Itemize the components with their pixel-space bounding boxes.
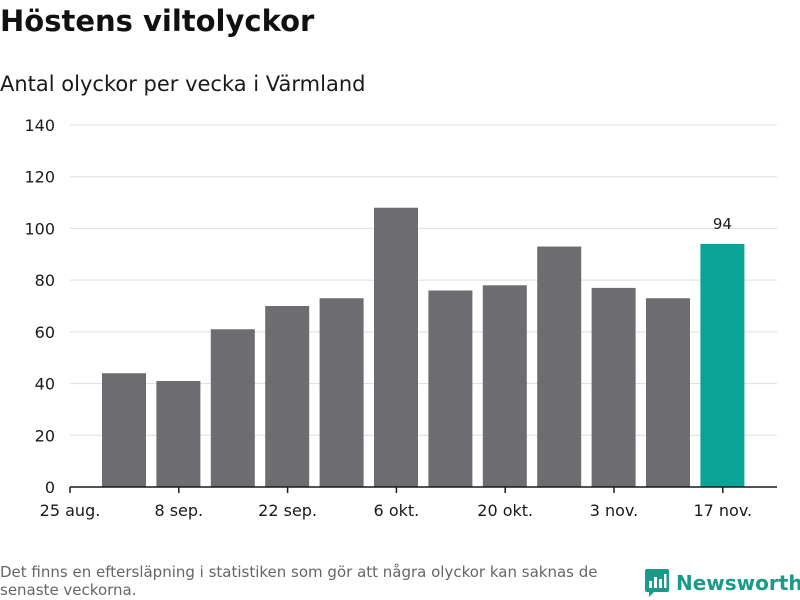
bar bbox=[700, 243, 745, 487]
bar bbox=[102, 373, 146, 487]
bar bbox=[319, 298, 364, 487]
bar bbox=[537, 246, 582, 487]
bar-chart-speech-bubble-icon bbox=[645, 569, 669, 597]
x-tick-label: 22 sep. bbox=[258, 501, 317, 520]
brand-name: Newsworthy bbox=[676, 571, 800, 595]
bar bbox=[156, 380, 201, 487]
y-tick-label: 0 bbox=[45, 478, 55, 497]
x-tick-label: 17 nov. bbox=[693, 501, 752, 520]
bar bbox=[374, 207, 418, 487]
y-tick-label: 140 bbox=[24, 116, 55, 135]
x-tick-label: 25 aug. bbox=[40, 501, 101, 520]
chart-subtitle: Antal olyckor per vecka i Värmland bbox=[0, 72, 366, 96]
data-label: 94 bbox=[713, 215, 732, 233]
y-tick-label: 120 bbox=[24, 168, 55, 187]
chart-title: Höstens viltolyckor bbox=[0, 4, 315, 38]
bar bbox=[591, 287, 636, 487]
x-tick-label: 8 sep. bbox=[154, 501, 203, 520]
bar bbox=[428, 290, 473, 487]
footnote: Det finns en eftersläpning i statistiken… bbox=[0, 563, 598, 599]
y-tick-label: 80 bbox=[35, 271, 55, 290]
brand-logo: Newsworthy bbox=[644, 568, 800, 598]
y-tick-label: 100 bbox=[24, 219, 55, 238]
y-tick-label: 20 bbox=[35, 426, 55, 445]
x-tick-label: 6 okt. bbox=[374, 501, 420, 520]
bar bbox=[482, 285, 527, 487]
y-tick-label: 60 bbox=[35, 323, 55, 342]
x-tick-label: 20 okt. bbox=[477, 501, 533, 520]
x-tick-label: 3 nov. bbox=[590, 501, 639, 520]
y-tick-label: 40 bbox=[35, 375, 55, 394]
bar bbox=[210, 329, 255, 487]
bar bbox=[646, 298, 690, 487]
bar bbox=[265, 306, 310, 487]
